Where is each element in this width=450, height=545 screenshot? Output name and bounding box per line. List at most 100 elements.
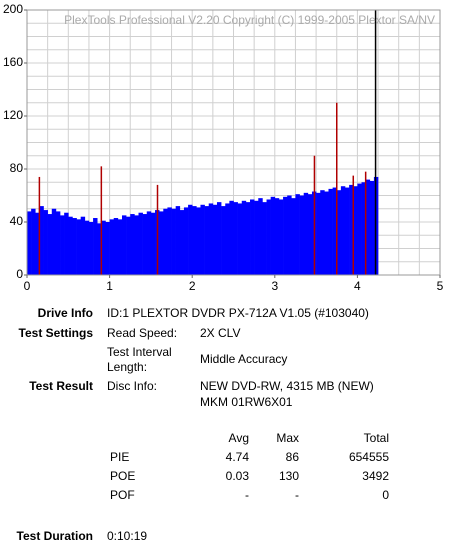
value: Middle Accuracy [200,352,287,366]
bar [299,195,305,275]
bar [113,218,119,275]
stats-row-label: POE [110,469,135,483]
stats-cell: 0.03 [226,469,250,483]
bar [258,198,263,275]
value: NEW DVD-RW, 4315 MB (NEW) [200,379,374,393]
bar [55,211,61,275]
bar [357,183,362,275]
bar [307,194,313,275]
bar [320,190,325,275]
y-tick-label: 160 [3,55,23,69]
bar [340,186,346,275]
bar [117,219,123,275]
bar [316,192,321,275]
bar [150,212,156,275]
bar [324,191,329,275]
bar [188,204,193,275]
label: Test Duration [17,529,93,543]
key: Read Speed: [107,326,177,340]
bar [68,216,73,275]
y-tick-label: 40 [10,214,24,228]
bar [47,214,53,275]
value: MKM 01RW6X01 [200,395,293,409]
bar [35,212,40,275]
bar [192,206,197,275]
bar [64,212,69,275]
bar [130,214,135,275]
bar [175,206,181,275]
bar [72,218,77,275]
bar [121,215,127,275]
bar [39,206,44,275]
bar [43,210,48,275]
bar [270,196,276,275]
bar [364,171,367,275]
bar [212,204,218,275]
value: 0:10:19 [107,529,147,543]
bar [369,180,375,275]
bar [93,218,98,275]
x-tick-label: 1 [106,279,113,293]
bar [245,202,251,275]
y-tick-label: 200 [3,2,23,16]
bar [291,198,296,275]
bar [229,200,234,275]
stats-row-label: POF [110,488,135,502]
bar [287,195,292,275]
bar [266,199,271,275]
bar [146,211,152,275]
bar [221,206,226,275]
key: Test Interval [107,345,172,359]
bar [109,219,115,275]
bar [101,220,106,275]
stats-header: Avg [229,431,249,445]
label: Test Settings [19,326,94,340]
bar [156,184,159,275]
bar [84,220,90,275]
y-tick-label: 80 [10,161,24,175]
bar [353,186,358,275]
bar [196,207,201,275]
bar [336,102,338,275]
bar [60,215,65,275]
value: ID:1 PLEXTOR DVDR PX-712A V1.05 (#103040… [107,306,369,320]
bar [336,190,342,275]
bar [295,194,300,275]
y-tick-label: 0 [16,267,23,281]
bar [88,222,94,275]
watermark: PlexTools Professional V2.20 Copyright (… [64,13,435,27]
x-tick-label: 4 [354,279,361,293]
bar [352,175,355,275]
stats-cell: 4.74 [226,450,250,464]
label: Drive Info [38,306,93,320]
x-tick-label: 2 [189,279,196,293]
stats-cell: 3492 [362,469,389,483]
bar [171,208,176,275]
bar [233,202,238,275]
bar [345,187,350,275]
bar [254,200,259,275]
bar [225,203,230,275]
bar [241,200,247,275]
stats-cell: - [245,488,249,502]
bar [274,198,280,275]
bar [163,208,168,275]
stats-cell: 0 [382,488,389,502]
stats-cell: 654555 [349,450,389,464]
bar [332,187,338,275]
x-tick-label: 3 [271,279,278,293]
y-tick-label: 120 [3,108,23,122]
stats-row-label: PIE [110,450,129,464]
plot-frame [26,9,441,276]
bar [159,211,164,275]
bar [51,208,57,275]
stats-header: Max [276,431,299,445]
bar [100,166,103,275]
bar [262,202,267,275]
bar [179,210,185,275]
bar [208,203,214,275]
bar [328,188,333,275]
bar [183,207,189,275]
bar [126,216,131,275]
